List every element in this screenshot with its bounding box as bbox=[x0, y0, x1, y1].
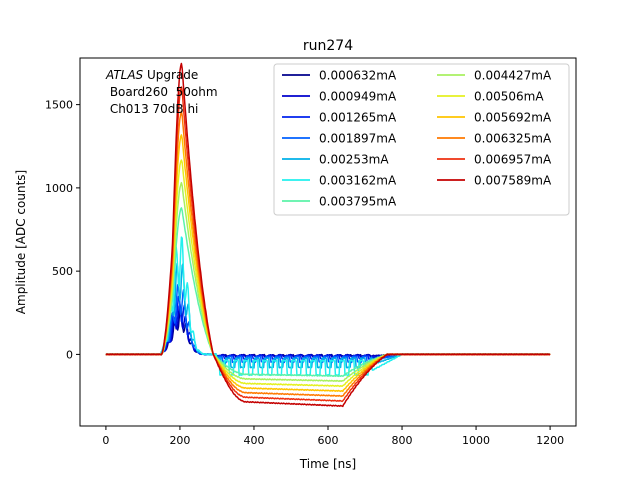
x-tick-label-0: 0 bbox=[102, 434, 109, 447]
legend-label-0: 0.000632mA bbox=[319, 69, 397, 83]
x-tick-label-2: 400 bbox=[243, 434, 264, 447]
annotation-channel: Ch013 70dB hi bbox=[106, 102, 198, 116]
legend-label-5: 0.003162mA bbox=[319, 174, 397, 188]
legend-label-1: 0.000949mA bbox=[319, 90, 397, 104]
y-tick-label-3: 1500 bbox=[45, 99, 73, 112]
x-axis-label: Time [ns] bbox=[299, 457, 356, 471]
annotation-board: Board260 50ohm bbox=[106, 85, 218, 99]
legend-label-4: 0.00253mA bbox=[319, 153, 389, 167]
legend-label-2: 0.001265mA bbox=[319, 111, 397, 125]
legend-label-9: 0.005692mA bbox=[474, 111, 552, 125]
legend-label-6: 0.003795mA bbox=[319, 195, 397, 209]
annotation-atlas: ATLAS bbox=[105, 68, 144, 82]
y-axis-label: Amplitude [ADC counts] bbox=[14, 170, 28, 314]
atlas-annotation: ATLAS Upgrade Board260 50ohm Ch013 70dB … bbox=[105, 68, 218, 116]
annotation-upgrade: Upgrade bbox=[143, 68, 198, 82]
legend-label-8: 0.00506mA bbox=[474, 90, 544, 104]
legend: 0.000632mA 0.000949mA 0.001265mA 0.001897mA… bbox=[273, 63, 570, 216]
x-tick-label-5: 1000 bbox=[462, 434, 490, 447]
y-tick-label-1: 500 bbox=[52, 265, 73, 278]
legend-label-7: 0.004427mA bbox=[474, 69, 552, 83]
legend-label-11: 0.006957mA bbox=[474, 153, 552, 167]
x-axis: 0 200 400 600 800 1000 1200 bbox=[102, 426, 564, 447]
y-tick-label-2: 1000 bbox=[45, 182, 73, 195]
y-axis: 0 500 1000 1500 bbox=[45, 99, 80, 361]
x-tick-label-3: 600 bbox=[318, 434, 339, 447]
legend-label-10: 0.006325mA bbox=[474, 132, 552, 146]
legend-label-3: 0.001897mA bbox=[319, 132, 397, 146]
x-tick-label-1: 200 bbox=[169, 434, 190, 447]
chart-title: run274 bbox=[303, 38, 353, 54]
y-tick-label-0: 0 bbox=[66, 348, 73, 361]
legend-box bbox=[273, 63, 570, 216]
series-group bbox=[105, 62, 551, 408]
legend-label-12: 0.007589mA bbox=[474, 174, 552, 188]
x-tick-label-4: 800 bbox=[392, 434, 413, 447]
series-line-12 bbox=[105, 62, 551, 408]
legend-items: 0.000632mA 0.000949mA 0.001265mA 0.001897mA… bbox=[282, 69, 552, 209]
x-tick-label-6: 1200 bbox=[536, 434, 564, 447]
svg-text:ATLAS Upgrade: ATLAS Upgrade bbox=[105, 68, 198, 82]
